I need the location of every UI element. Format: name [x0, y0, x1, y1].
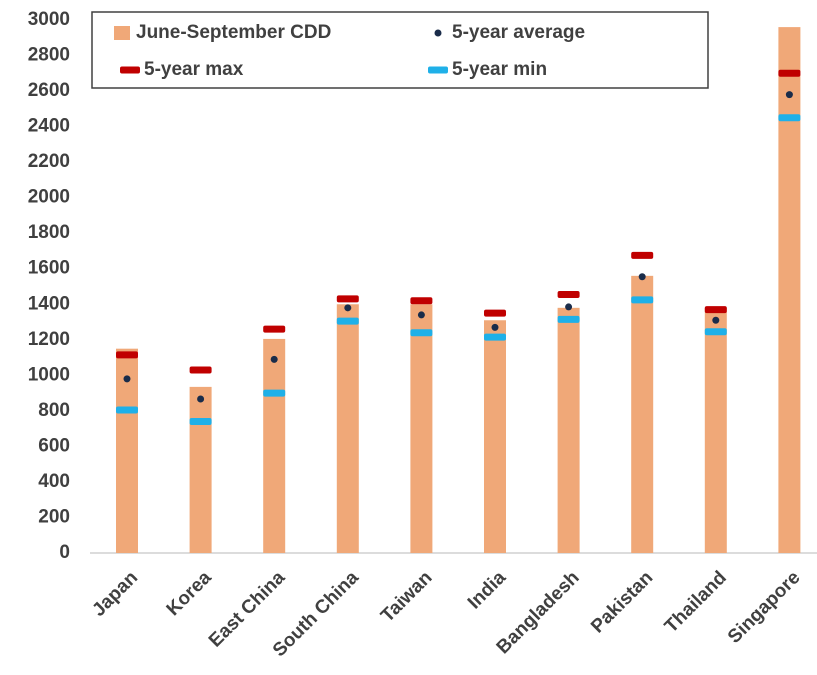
average-dot	[638, 273, 646, 281]
bar	[704, 307, 727, 553]
bar	[116, 348, 138, 553]
legend-label: 5-year max	[144, 59, 244, 80]
y-tick-label: 1600	[28, 258, 70, 279]
average-dot	[197, 395, 205, 403]
bar	[484, 320, 506, 553]
x-tick-label: Pakistan	[587, 567, 657, 637]
average-dot	[270, 355, 278, 363]
bar	[631, 275, 654, 553]
legend-label: 5-year min	[452, 59, 547, 80]
legend-swatch	[428, 66, 448, 74]
y-tick-label: 1200	[28, 329, 70, 350]
legend-swatch	[114, 26, 130, 40]
range-dash	[631, 296, 654, 304]
bar	[557, 307, 580, 553]
range-dash	[631, 251, 654, 259]
legend-swatch	[434, 29, 442, 37]
y-tick-label: 400	[38, 471, 70, 492]
bar	[263, 338, 286, 553]
range-dash	[557, 315, 580, 323]
y-tick-label: 2800	[28, 45, 70, 66]
legend-box	[91, 11, 709, 89]
range-dash	[410, 297, 433, 305]
legend-label: June-September CDD	[136, 22, 331, 43]
y-tick-label: 2400	[28, 116, 70, 137]
range-dash	[484, 333, 506, 341]
y-tick-label: 1400	[28, 293, 70, 314]
x-tick-label: Taiwan	[377, 567, 436, 626]
bar	[778, 27, 801, 553]
legend-label: 5-year average	[452, 22, 585, 43]
range-dash	[116, 351, 138, 359]
y-tick-label: 800	[38, 400, 70, 421]
range-dash	[189, 366, 212, 374]
y-tick-label: 1000	[28, 364, 70, 385]
range-dash	[704, 328, 727, 336]
x-tick-label: India	[464, 567, 511, 614]
y-tick-label: 200	[38, 506, 70, 527]
y-tick-label: 0	[59, 542, 70, 563]
average-dot	[785, 91, 793, 99]
bar	[189, 386, 212, 553]
average-dot	[712, 316, 720, 324]
range-dash	[410, 329, 433, 337]
range-dash	[189, 418, 212, 426]
range-dash	[336, 295, 359, 303]
y-tick-label: 600	[38, 435, 70, 456]
average-dot	[565, 303, 573, 311]
y-tick-label: 2200	[28, 151, 70, 172]
range-dash	[704, 306, 727, 314]
range-dash	[557, 290, 580, 298]
x-tick-label: Korea	[163, 567, 216, 620]
range-dash	[263, 325, 286, 333]
range-dash	[336, 317, 359, 325]
average-dot	[491, 323, 499, 331]
y-tick-label: 2600	[28, 80, 70, 101]
y-tick-label: 1800	[28, 222, 70, 243]
range-dash	[778, 114, 801, 122]
x-tick-label: Singapore	[724, 567, 805, 648]
bar	[336, 304, 359, 553]
range-dash	[263, 389, 286, 397]
y-tick-label: 3000	[28, 9, 70, 30]
legend-swatch	[120, 66, 140, 74]
range-dash	[484, 309, 506, 317]
average-dot	[123, 375, 131, 383]
x-tick-label: Thailand	[661, 567, 731, 637]
range-dash	[778, 69, 801, 77]
average-dot	[417, 311, 425, 319]
y-tick-label: 2000	[28, 187, 70, 208]
bar	[410, 304, 433, 553]
average-dot	[344, 304, 352, 312]
x-tick-label: Japan	[88, 567, 142, 621]
range-dash	[116, 406, 138, 414]
